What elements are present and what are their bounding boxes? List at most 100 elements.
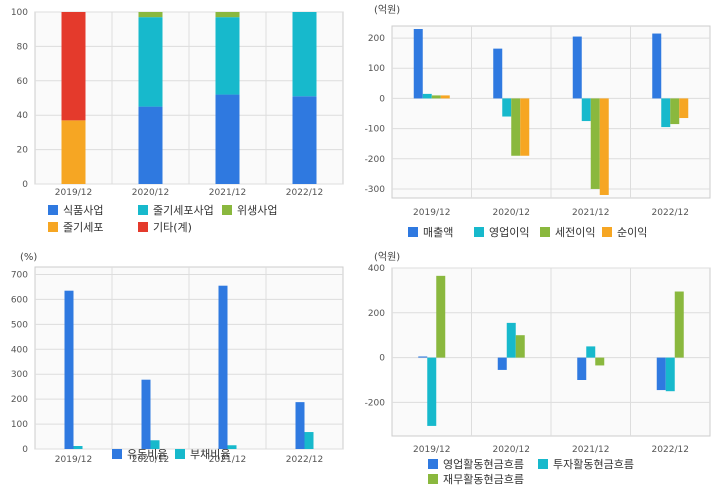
- y-tick-label: 200: [11, 395, 28, 405]
- legend-entry: 부채비율: [190, 448, 230, 461]
- legend-entry: 영업활동현금흐름: [443, 457, 524, 471]
- bar: [581, 98, 591, 122]
- legend-entry: 재무활동현금흐름: [443, 472, 524, 486]
- y-tick-label: -300: [365, 185, 386, 195]
- bar: [511, 98, 521, 156]
- bar: [64, 290, 74, 449]
- bar: [506, 322, 516, 358]
- legend-entry: 영업이익: [489, 226, 529, 239]
- bar: [304, 432, 314, 449]
- bar: [427, 357, 437, 426]
- x-tick-label: 2021/12: [572, 445, 609, 455]
- unit-label: (억원): [374, 4, 400, 16]
- legend-swatch: [602, 227, 612, 237]
- legend-swatch: [474, 227, 484, 237]
- x-tick-label: 2022/12: [286, 455, 323, 465]
- legend-entry: 식품사업: [63, 204, 103, 217]
- unit-label: (%): [20, 252, 37, 263]
- y-tick-label: 80: [17, 42, 29, 52]
- bar: [665, 357, 675, 392]
- bar: [670, 98, 680, 125]
- x-tick-label: 2019/12: [55, 455, 92, 465]
- y-tick-label: 20: [17, 146, 29, 156]
- bar: [595, 357, 605, 366]
- y-tick-label: 400: [11, 345, 28, 355]
- chart-cashflow: -200 0 200 400 2019/12 2020/12 2021/12 2022/12 (…: [365, 251, 711, 486]
- legend-swatch: [48, 222, 58, 232]
- legend-entry: 줄기세포사업: [153, 204, 214, 217]
- bar: [292, 96, 317, 184]
- legend-entry: 유동비율: [127, 448, 167, 461]
- bar: [418, 356, 428, 358]
- bar: [436, 275, 446, 358]
- x-tick-label: 2021/12: [209, 455, 246, 465]
- x-tick-label: 2019/12: [413, 208, 450, 218]
- bar: [679, 98, 689, 119]
- bar: [422, 93, 432, 99]
- bar: [215, 12, 240, 18]
- y-tick-label: -100: [365, 125, 386, 135]
- bar: [138, 12, 163, 18]
- bar: [227, 445, 237, 449]
- legend-swatch: [428, 459, 438, 469]
- legend-swatch: [408, 227, 418, 237]
- bar: [141, 379, 151, 449]
- y-tick-label: 200: [368, 309, 385, 319]
- x-tick-label: 2021/12: [209, 188, 246, 198]
- x-tick-label: 2020/12: [132, 455, 169, 465]
- y-tick-label: -200: [365, 155, 386, 165]
- y-tick-label: 0: [22, 180, 28, 190]
- bar: [586, 346, 596, 358]
- chart-income: -300 -200 -100 0 100 200 2019/12 2020/12 2021/12…: [365, 4, 711, 239]
- bar: [590, 98, 600, 189]
- legend-swatch: [48, 205, 58, 215]
- y-tick-label: 700: [11, 270, 28, 280]
- legend-entry: 순이익: [617, 226, 647, 239]
- legend-entry: 매출액: [423, 226, 453, 239]
- bar: [599, 98, 609, 195]
- y-tick-label: 40: [17, 111, 29, 121]
- x-tick-label: 2019/12: [413, 445, 450, 455]
- y-tick-label: 300: [11, 370, 28, 380]
- x-tick-label: 2019/12: [55, 188, 92, 198]
- unit-label: (억원): [374, 251, 400, 263]
- bar: [292, 12, 317, 97]
- y-tick-label: 500: [11, 320, 28, 330]
- chart-segment-composition: 0 20 40 60 80 100 2019/12 2020/12 2021/12 2022/12…: [11, 8, 344, 234]
- y-tick-label: 60: [17, 77, 29, 87]
- bar: [215, 17, 240, 95]
- x-tick-label: 2022/12: [652, 208, 689, 218]
- legend-swatch: [222, 205, 232, 215]
- x-tick-label: 2022/12: [286, 188, 323, 198]
- legend-swatch: [540, 227, 550, 237]
- bar: [497, 357, 507, 370]
- bar: [138, 106, 163, 184]
- bar: [674, 291, 684, 358]
- bar: [572, 36, 582, 99]
- bar: [502, 98, 512, 117]
- bar: [61, 120, 86, 184]
- legend-swatch: [112, 449, 122, 459]
- bar: [295, 402, 305, 449]
- chart-ratios: 0 100 200 300 400 500 600 700 2019/12 2020/12 2021…: [11, 252, 344, 465]
- legend-swatch: [138, 222, 148, 232]
- bar: [515, 335, 525, 358]
- x-tick-label: 2020/12: [493, 208, 530, 218]
- legend-entry: 위생사업: [237, 204, 277, 217]
- bar: [661, 98, 671, 128]
- bar: [493, 48, 503, 99]
- y-tick-label: 200: [368, 34, 385, 44]
- y-tick-label: 600: [11, 295, 28, 305]
- x-tick-label: 2021/12: [572, 208, 609, 218]
- legend-swatch: [175, 449, 185, 459]
- bar: [577, 357, 587, 380]
- bar: [138, 17, 163, 107]
- bar: [656, 357, 666, 391]
- legend-entry: 줄기세포: [63, 221, 103, 234]
- x-tick-label: 2022/12: [652, 445, 689, 455]
- legend-swatch: [428, 474, 438, 484]
- bar: [218, 285, 228, 449]
- legend-entry: 기타(계): [153, 221, 192, 234]
- y-tick-label: 100: [368, 64, 385, 74]
